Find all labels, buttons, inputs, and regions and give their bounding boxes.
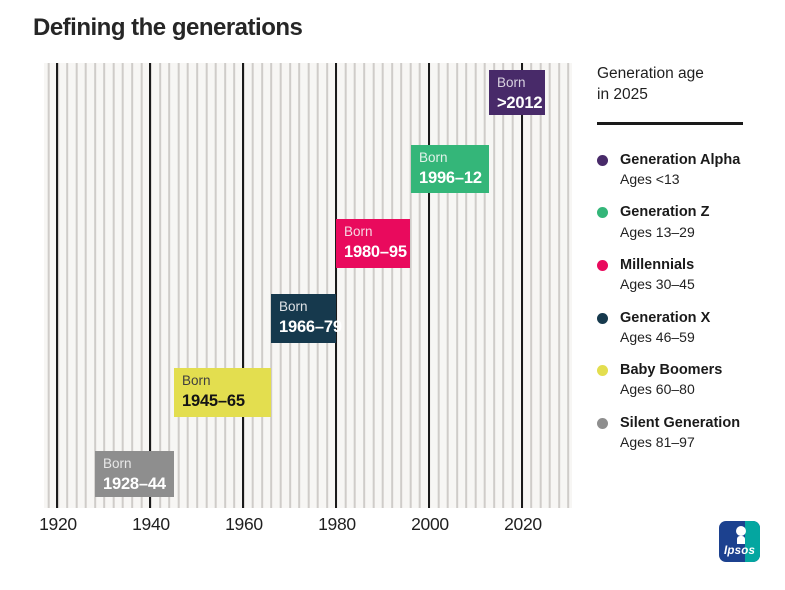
- legend-entry-ages: Ages 60–80: [620, 381, 695, 398]
- legend: Generation age in 2025 Generation Alpha …: [597, 64, 782, 466]
- generation-box-millennials: Born 1980–95: [336, 219, 410, 268]
- range-label: >2012: [497, 93, 543, 112]
- range-label: 1928–44: [103, 474, 166, 493]
- major-gridline-1980: [335, 63, 337, 508]
- legend-entry-ages: Ages 30–45: [620, 276, 695, 293]
- major-gridline-1940: [149, 63, 151, 508]
- generation-box-generation-x: Born 1966–79: [271, 294, 342, 343]
- legend-dot: [597, 312, 608, 324]
- major-gridline-2000: [428, 63, 430, 508]
- ipsos-logo-teal-shape: [745, 521, 760, 562]
- chart-title: Defining the generations: [33, 14, 303, 41]
- legend-entry-ages: Ages 81–97: [620, 433, 695, 450]
- ipsos-logo-face-icon-body: [737, 536, 745, 544]
- legend-entry-baby-boomers: Baby Boomers Ages 60–80: [597, 361, 782, 399]
- legend-entry-name: Millennials: [620, 257, 695, 274]
- legend-entry-ages: Ages 46–59: [620, 328, 695, 345]
- generation-box-baby-boomers: Born 1945–65: [174, 368, 271, 417]
- born-label: Born: [419, 150, 448, 165]
- range-label: 1980–95: [344, 242, 407, 261]
- legend-dot: [597, 417, 608, 429]
- legend-header: Generation age in 2025: [597, 64, 782, 106]
- born-label: Born: [103, 456, 132, 471]
- range-label: 1945–65: [182, 391, 245, 410]
- legend-entry-generation-x: Generation X Ages 46–59: [597, 309, 782, 347]
- axis-tick-1940: 1940: [132, 514, 170, 534]
- legend-entry-silent-generation: Silent Generation Ages 81–97: [597, 414, 782, 452]
- legend-entry-generation-z: Generation Z Ages 13–29: [597, 203, 782, 241]
- axis-tick-2000: 2000: [411, 514, 449, 534]
- legend-entries: Generation Alpha Ages <13 Generation Z A…: [597, 151, 782, 452]
- legend-entry-generation-alpha: Generation Alpha Ages <13: [597, 151, 782, 189]
- legend-dot: [597, 207, 608, 219]
- ipsos-logo-text: Ipsos: [724, 545, 756, 557]
- generation-box-generation-alpha: Born >2012: [489, 70, 545, 115]
- legend-dot: [597, 154, 608, 166]
- legend-header-line1: Generation age: [597, 65, 704, 82]
- legend-entry-name: Baby Boomers: [620, 362, 723, 379]
- born-label: Born: [497, 75, 526, 90]
- axis-tick-1920: 1920: [39, 514, 77, 534]
- major-gridline-1960: [242, 63, 244, 508]
- generation-box-generation-z: Born 1996–12: [411, 145, 489, 193]
- generation-box-silent-generation: Born 1928–44: [95, 451, 174, 497]
- legend-entry-name: Generation Z: [620, 204, 710, 221]
- range-label: 1996–12: [419, 168, 482, 187]
- axis-tick-1980: 1980: [318, 514, 356, 534]
- legend-entry-ages: Ages 13–29: [620, 223, 695, 240]
- plot-area: Born 1928–44 Born 1945–65 Born 1966–79 B…: [44, 63, 572, 508]
- range-label: 1966–79: [279, 317, 342, 336]
- ipsos-logo-face-icon: [736, 526, 746, 536]
- legend-dot: [597, 365, 608, 377]
- axis-tick-1960: 1960: [225, 514, 263, 534]
- legend-entry-name: Generation Alpha: [620, 151, 741, 168]
- legend-dot: [597, 260, 608, 272]
- legend-header-line2: in 2025: [597, 85, 648, 103]
- born-label: Born: [279, 299, 308, 314]
- ipsos-logo: Ipsos: [719, 521, 760, 562]
- born-label: Born: [344, 224, 373, 239]
- legend-entry-name: Silent Generation: [620, 414, 741, 431]
- major-gridline-1920: [56, 63, 58, 508]
- legend-entry-millennials: Millennials Ages 30–45: [597, 256, 782, 294]
- legend-divider: [597, 121, 743, 125]
- born-label: Born: [182, 373, 211, 388]
- legend-entry-ages: Ages <13: [620, 170, 680, 187]
- legend-entry-name: Generation X: [620, 309, 711, 326]
- major-gridline-2020: [521, 63, 523, 508]
- axis-tick-2020: 2020: [504, 514, 542, 534]
